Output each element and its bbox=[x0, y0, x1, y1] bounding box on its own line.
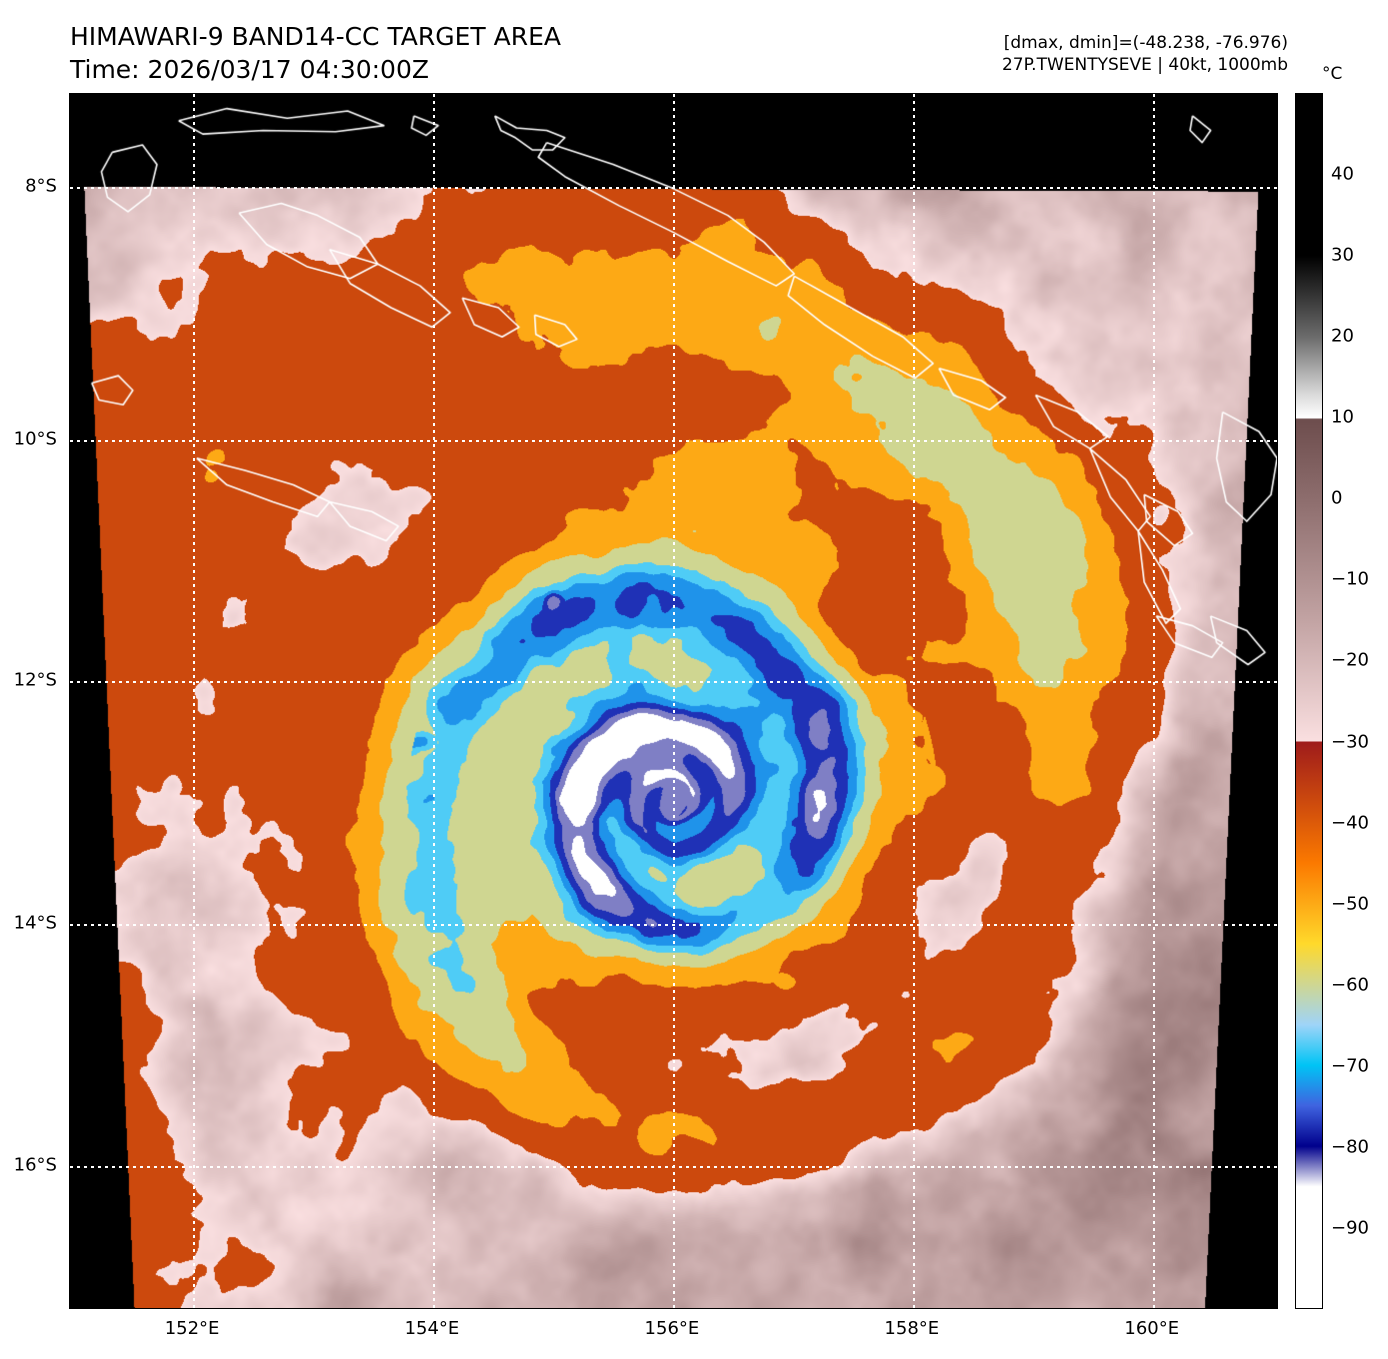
satellite-image-plot[interactable]: Copyright © 2020-2026 Dapiya bbox=[69, 93, 1278, 1309]
colorbar-tick-label: −70 bbox=[1331, 1055, 1369, 1077]
colorbar-tick-label: 10 bbox=[1331, 406, 1354, 428]
lat-tick-label: 16°S bbox=[13, 1154, 57, 1176]
storm-info-text: 27P.TWENTYSEVE | 40kt, 1000mb bbox=[1001, 54, 1288, 75]
header-meta-block: [dmax, dmin]=(-48.238, -76.976) 27P.TWEN… bbox=[1002, 33, 1288, 77]
colorbar-tick-label: −30 bbox=[1331, 731, 1369, 753]
lat-tick-label: 10°S bbox=[13, 428, 57, 450]
page-title: HIMAWARI-9 BAND14-CC TARGET AREA bbox=[70, 22, 562, 51]
colorbar-gradient bbox=[1296, 94, 1322, 1308]
observation-time: Time: 2026/03/17 04:30:00Z bbox=[70, 55, 429, 84]
lon-tick-label: 154°E bbox=[404, 1318, 460, 1339]
colorbar-tick-label: −20 bbox=[1331, 649, 1369, 671]
colorbar-tick-label: 40 bbox=[1331, 163, 1354, 185]
satellite-imagery-canvas bbox=[70, 94, 1277, 1308]
lon-tick-label: 160°E bbox=[1124, 1318, 1180, 1339]
lon-tick-label: 156°E bbox=[644, 1318, 700, 1339]
data-range-text: [dmax, dmin]=(-48.238, -76.976) bbox=[1003, 33, 1288, 53]
colorbar-unit-label: °C bbox=[1322, 64, 1343, 84]
lat-tick-label: 8°S bbox=[25, 175, 57, 197]
header-title-block: HIMAWARI-9 BAND14-CC TARGET AREA Time: 2… bbox=[70, 20, 561, 86]
lat-tick-label: 12°S bbox=[13, 669, 57, 691]
lon-tick-label: 158°E bbox=[884, 1318, 940, 1339]
lon-tick-label: 152°E bbox=[164, 1318, 220, 1339]
colorbar-tick-label: −90 bbox=[1331, 1217, 1369, 1239]
colorbar-tick-labels: 40 30 20 10 0 −10 −20 −30 −40 −50 −60 −70 −80 −90 bbox=[1331, 93, 1387, 1309]
lat-tick-label: 14°S bbox=[13, 912, 57, 934]
colorbar-tick-label: −80 bbox=[1331, 1136, 1369, 1158]
colorbar-tick-label: 30 bbox=[1331, 244, 1354, 266]
colorbar-tick-label: −40 bbox=[1331, 812, 1369, 834]
colorbar-tick-label: −60 bbox=[1331, 974, 1369, 996]
colorbar-tick-label: −50 bbox=[1331, 893, 1369, 915]
colorbar-tick-label: 20 bbox=[1331, 325, 1354, 347]
temperature-colorbar[interactable] bbox=[1295, 93, 1323, 1309]
colorbar-tick-label: −10 bbox=[1331, 568, 1369, 590]
colorbar-tick-label: 0 bbox=[1331, 487, 1343, 509]
